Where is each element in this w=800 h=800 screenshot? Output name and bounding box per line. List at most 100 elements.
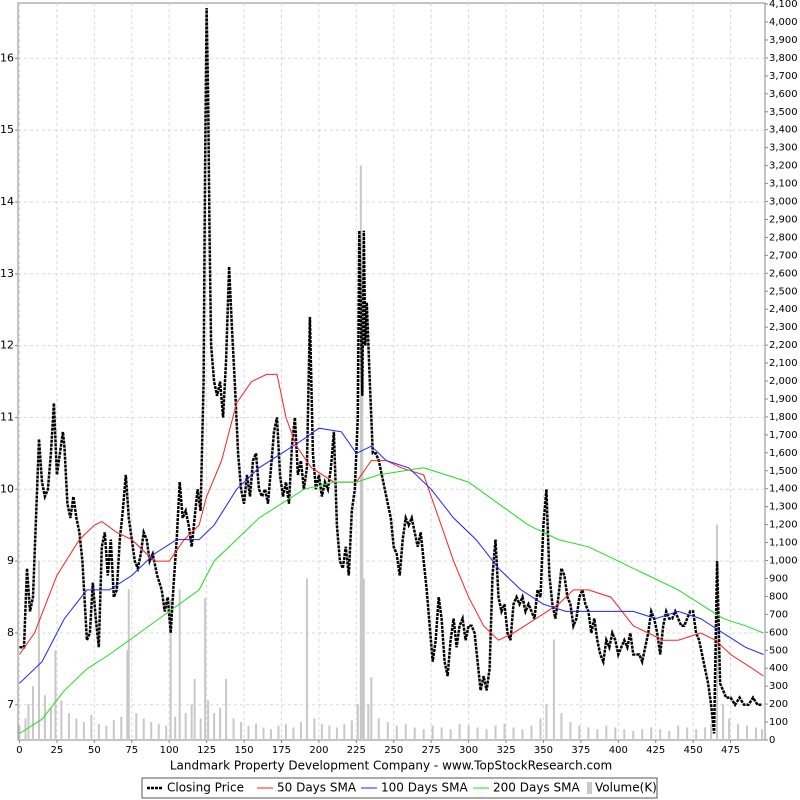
volume-bar	[207, 700, 210, 740]
y2-tick-label: 3,500	[769, 107, 798, 118]
volume-bar	[668, 731, 671, 740]
volume-bar	[614, 727, 617, 740]
x-tick-label: 350	[534, 745, 553, 756]
y2-tick-label: 2,200	[769, 340, 798, 351]
volume-bar	[328, 725, 331, 740]
volume-bar	[320, 723, 323, 740]
y2-tick-label: 4,000	[769, 17, 798, 28]
x-tick-label: 75	[125, 745, 138, 756]
y2-tick-label: 3,600	[769, 89, 798, 100]
volume-bar	[184, 713, 187, 740]
volume-bar	[761, 729, 764, 740]
volume-bar	[105, 725, 108, 740]
volume-bar	[530, 725, 533, 740]
y-tick-label: 8	[7, 626, 14, 639]
y-tick-label: 15	[0, 123, 14, 136]
y-tick-label: 12	[0, 339, 14, 352]
y2-tick-label: 1,600	[769, 448, 798, 459]
y-tick-label: 11	[0, 410, 14, 423]
y2-tick-label: 4,100	[769, 0, 798, 10]
price-line	[19, 427, 764, 684]
y2-tick-label: 1,900	[769, 394, 798, 405]
volume-bar	[386, 722, 389, 740]
y2-tick-label: 100	[769, 717, 788, 728]
volume-bar	[641, 729, 644, 740]
price-line	[19, 373, 764, 677]
y2-tick-label: 800	[769, 591, 788, 602]
y2-tick-label: 2,600	[769, 268, 798, 279]
plot-layer	[18, 3, 765, 741]
volume-bar	[219, 707, 222, 740]
volume-bar	[313, 718, 316, 740]
volume-bar	[350, 720, 353, 740]
volume-bar	[359, 165, 362, 741]
volume-bar	[539, 718, 542, 740]
volume-bar	[262, 727, 265, 740]
volume-bar	[632, 731, 635, 740]
y2-tick-label: 400	[769, 663, 788, 674]
volume-bar	[404, 723, 407, 740]
volume-bar	[545, 704, 548, 740]
volume-bar	[165, 725, 168, 740]
y2-tick-label: 1,500	[769, 466, 798, 477]
volume-bar	[569, 722, 572, 740]
volume-bar	[157, 723, 160, 740]
y2-tick-label: 500	[769, 645, 788, 656]
x-tick-label: 200	[309, 745, 328, 756]
volume-bar	[746, 725, 749, 740]
volume-bar	[75, 718, 78, 740]
volume-bar	[292, 727, 295, 740]
volume-bar	[370, 677, 373, 740]
volume-bar	[578, 725, 581, 740]
volume-bar	[458, 723, 461, 740]
y2-tick-label: 300	[769, 681, 788, 692]
y2-tick-label: 3,200	[769, 161, 798, 172]
volume-bar	[677, 725, 680, 740]
volume-bar	[485, 729, 488, 740]
y2-tick-label: 3,800	[769, 53, 798, 64]
volume-bar	[362, 578, 365, 740]
y-tick-label: 16	[0, 51, 14, 64]
volume-bar	[174, 716, 177, 740]
x-tick-label: 175	[272, 745, 291, 756]
volume-bar	[686, 727, 689, 740]
volume-bar	[659, 729, 662, 740]
x-tick-label: 300	[459, 745, 478, 756]
legend-label: Closing Price	[167, 781, 244, 795]
volume-bar	[552, 639, 555, 740]
y2-tick-label: 2,500	[769, 286, 798, 297]
y2-tick-label: 2,100	[769, 358, 798, 369]
volume-bar	[60, 700, 63, 740]
volume-bar	[67, 713, 70, 740]
volume-bar	[150, 722, 153, 740]
volume-bar	[49, 707, 52, 740]
x-tick-label: 375	[571, 745, 590, 756]
volume-bar	[225, 678, 228, 740]
y2-tick-label: 1,800	[769, 412, 798, 423]
volume-bar	[27, 704, 30, 740]
volume-bar	[213, 713, 216, 740]
volume-bar	[199, 718, 202, 740]
x-tick-label: 275	[422, 745, 441, 756]
y2-tick-label: 2,800	[769, 232, 798, 243]
x-tick-label: 0	[16, 745, 22, 756]
volume-bar	[356, 704, 359, 740]
y2-tick-label: 200	[769, 699, 788, 710]
x-tick-label: 100	[160, 745, 179, 756]
volume-bar	[361, 381, 364, 740]
y2-tick-label: 1,000	[769, 556, 798, 567]
volume-bar	[431, 725, 434, 740]
y2-tick-label: 2,900	[769, 214, 798, 225]
legend-label: 50 Days SMA	[277, 781, 357, 795]
volume-bar	[596, 729, 599, 740]
volume-bar	[31, 686, 34, 740]
volume-bar	[169, 599, 172, 740]
volume-bar	[112, 720, 115, 740]
volume-bar	[710, 723, 713, 740]
y2-tick-label: 3,300	[769, 143, 798, 154]
volume-bar	[43, 695, 46, 740]
volume-bar	[476, 727, 479, 740]
y2-tick-label: 2,300	[769, 322, 798, 333]
y2-tick-label: 2,700	[769, 250, 798, 261]
x-tick-label: 450	[684, 745, 703, 756]
